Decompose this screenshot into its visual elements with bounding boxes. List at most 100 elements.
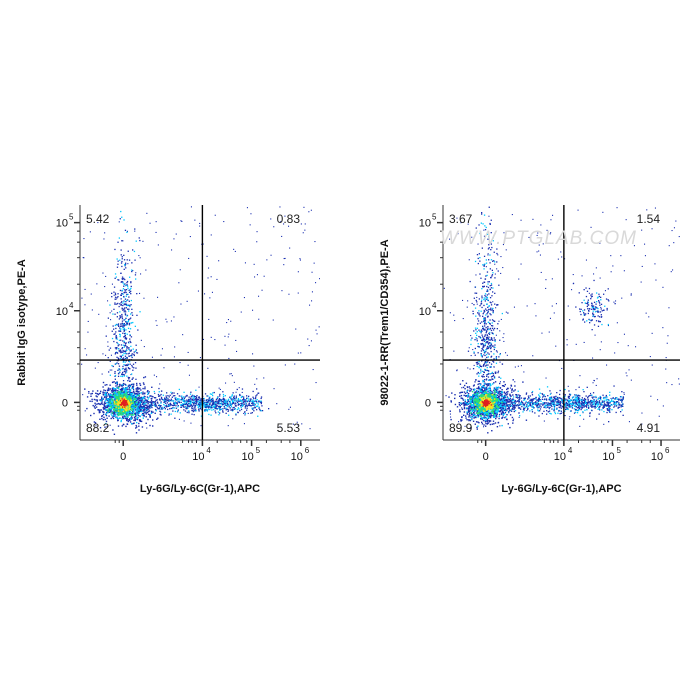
event-dot xyxy=(205,404,208,407)
event-dot xyxy=(483,281,486,283)
event-dot xyxy=(123,375,125,377)
event-dot xyxy=(116,297,118,299)
event-dot xyxy=(137,406,139,408)
event-dot xyxy=(143,376,145,379)
event-dot xyxy=(256,231,258,233)
event-dot xyxy=(244,404,247,406)
event-dot xyxy=(236,400,238,402)
event-dot xyxy=(657,399,659,401)
event-dot xyxy=(289,247,291,249)
event-dot xyxy=(225,402,227,404)
event-dot xyxy=(232,418,234,420)
event-dot xyxy=(218,414,220,416)
event-dot xyxy=(121,265,123,268)
event-dot xyxy=(181,398,183,400)
event-dot xyxy=(111,296,113,298)
event-dot xyxy=(281,290,283,292)
event-dot xyxy=(134,404,136,406)
event-dot xyxy=(215,398,218,401)
event-dot xyxy=(91,400,93,403)
event-dot xyxy=(124,403,126,405)
event-dot xyxy=(491,295,493,297)
event-dot xyxy=(184,410,187,412)
event-dot xyxy=(124,383,126,385)
event-dot xyxy=(216,398,218,400)
event-dot xyxy=(128,352,130,354)
event-dot xyxy=(484,293,487,295)
event-dot xyxy=(117,363,120,365)
event-dot xyxy=(195,408,197,410)
event-dot xyxy=(119,393,121,395)
event-dot xyxy=(116,338,118,340)
event-dot xyxy=(114,353,116,355)
event-dot xyxy=(118,318,120,320)
event-dot xyxy=(121,260,123,263)
event-dot xyxy=(237,398,240,400)
event-dot xyxy=(578,408,581,410)
event-dot xyxy=(124,332,126,335)
event-dot xyxy=(534,303,536,305)
event-dot xyxy=(462,299,464,301)
event-dot xyxy=(161,408,163,410)
event-dot xyxy=(245,403,247,405)
event-dot xyxy=(142,240,144,242)
event-dot xyxy=(150,403,153,405)
event-dot xyxy=(124,355,127,357)
event-dot xyxy=(154,401,156,403)
event-dot xyxy=(86,354,88,356)
event-dot xyxy=(478,375,480,377)
event-dot xyxy=(297,352,299,354)
event-dot xyxy=(199,405,201,407)
event-dot xyxy=(116,398,118,400)
event-dot xyxy=(116,356,118,358)
event-dot xyxy=(524,407,526,409)
event-dot xyxy=(597,404,599,406)
event-dot xyxy=(483,255,486,257)
event-dot xyxy=(542,404,544,406)
event-dot xyxy=(485,296,487,298)
event-dot xyxy=(137,397,139,399)
event-dot xyxy=(121,351,123,353)
event-dot xyxy=(466,306,468,308)
event-dot xyxy=(488,339,490,341)
event-dot xyxy=(486,289,489,291)
event-dot xyxy=(273,226,275,228)
event-dot xyxy=(106,395,108,398)
event-dot xyxy=(544,402,546,404)
event-dot xyxy=(483,202,484,203)
event-dot xyxy=(115,398,117,401)
event-dot xyxy=(83,238,85,240)
event-dot xyxy=(251,401,254,403)
event-dot xyxy=(484,338,486,341)
event-dot xyxy=(509,397,511,399)
event-dot xyxy=(118,279,120,281)
event-dot xyxy=(468,259,470,261)
event-dot xyxy=(128,377,131,379)
event-dot xyxy=(609,391,611,393)
event-dot xyxy=(172,404,175,407)
event-dot xyxy=(93,412,95,415)
event-dot xyxy=(260,402,262,405)
event-dot xyxy=(487,283,489,285)
event-dot xyxy=(485,378,488,380)
event-dot xyxy=(213,403,215,405)
event-dot xyxy=(140,420,143,423)
event-dot xyxy=(95,399,97,401)
event-dot xyxy=(231,410,234,412)
event-dot xyxy=(235,400,237,402)
event-dot xyxy=(125,406,127,408)
event-dot xyxy=(120,413,122,415)
event-dot xyxy=(481,306,483,309)
event-dot xyxy=(558,400,560,402)
event-dot xyxy=(219,409,221,411)
event-dot xyxy=(114,363,116,365)
event-dot xyxy=(209,396,211,398)
event-dot xyxy=(109,360,111,362)
event-dot xyxy=(122,382,125,385)
event-dot xyxy=(149,403,151,406)
event-dot xyxy=(499,381,501,383)
event-dot xyxy=(174,403,176,405)
event-dot xyxy=(215,405,217,407)
event-dot xyxy=(226,322,228,324)
event-dot xyxy=(129,419,131,422)
